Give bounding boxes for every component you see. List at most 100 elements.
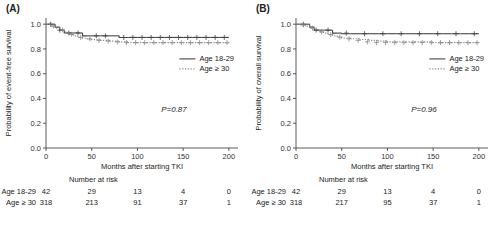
censor-mark [103,33,108,38]
plot-area [296,22,480,45]
censor-mark [472,31,477,36]
survival-step [110,35,119,36]
risk-count: 37 [179,198,187,207]
censor-mark [475,40,480,45]
legend-handle [429,68,445,69]
censor-mark [383,40,388,45]
x-tick [433,148,434,151]
censor-mark [204,35,209,40]
legend: Age 18-29Age ≥ 30 [429,54,484,73]
risk-count: 318 [290,198,303,207]
risk-table: Number at riskAge 18-2942291340Age ≥ 303… [251,175,481,207]
survival-step [101,39,110,41]
censor-mark [328,32,333,37]
survival-step [55,26,60,28]
censor-mark [380,31,385,36]
x-tick-label: 0 [294,152,298,161]
survival-step [314,28,319,30]
censor-mark [225,40,230,45]
censor-mark [60,28,65,33]
x-tick-label: 100 [381,152,394,161]
censor-mark [411,40,416,45]
y-tick [43,48,46,49]
x-tick-label: 150 [177,152,190,161]
survival-step [314,27,319,30]
y-tick [293,24,296,25]
risk-table: Number at riskAge 18-2942291340Age ≥ 303… [1,175,231,207]
survival-step [64,30,69,33]
survival-step [319,30,324,31]
censor-mark [222,35,227,40]
risk-count: 29 [338,187,346,196]
x-axis-line [46,148,238,149]
censor-mark [429,40,434,45]
x-tick-label: 200 [473,152,486,161]
x-tick [228,148,229,151]
censor-mark [326,28,331,33]
survival-step [369,33,378,34]
censor-mark [51,24,56,29]
censor-mark [161,40,166,45]
censor-mark [392,40,397,45]
panel: (A)0.00.20.40.60.81.0050100150200Months … [1,3,238,207]
x-tick [387,148,388,151]
censor-mark [121,35,126,40]
survival-step [73,34,78,35]
x-axis-label: Months after starting TKI [101,162,183,171]
risk-count: 318 [40,198,53,207]
x-tick [478,148,479,151]
survival-step [92,38,101,40]
series [46,22,229,40]
censor-mark [310,26,315,31]
survival-step [87,35,92,36]
censor-mark [140,35,145,40]
survival-step [424,33,433,34]
censor-mark [347,36,352,41]
risk-table-title: Number at risk [69,175,118,184]
plot-area [46,22,230,45]
risk-table-title: Number at risk [319,175,368,184]
survival-step [83,37,88,39]
censor-mark [94,33,99,38]
legend-label: Age ≥ 30 [449,64,479,73]
risk-count: 95 [383,198,391,207]
legend-label: Age 18-29 [199,54,234,63]
censor-mark [170,40,175,45]
censor-mark [130,35,135,40]
censor-mark [420,40,425,45]
risk-count: 1 [477,198,481,207]
risk-count: 4 [431,187,435,196]
y-tick-label: 0.8 [281,45,291,54]
y-tick [43,148,46,149]
survival-step [55,24,60,27]
risk-count: 13 [383,187,391,196]
censor-mark [97,38,102,43]
annotation: P=0.87 [161,105,187,114]
survival-step [406,33,415,34]
series [296,22,480,45]
censor-mark [215,40,220,45]
risk-count: 37 [429,198,437,207]
censor-mark [106,39,111,44]
censor-mark [401,40,406,45]
x-tick [183,148,184,151]
y-tick-label: 0.6 [281,69,291,78]
x-tick [137,148,138,151]
censor-mark [362,31,367,36]
censor-mark [197,40,202,45]
censor-mark [87,36,92,41]
x-tick-label: 50 [338,152,346,161]
survival-step [351,37,360,39]
x-tick [341,148,342,151]
x-tick-label: 100 [131,152,144,161]
risk-count: 91 [133,198,141,207]
x-tick-label: 50 [88,152,96,161]
legend: Age 18-29Age ≥ 30 [179,54,234,73]
censor-mark [365,39,370,44]
censor-mark [179,40,184,45]
survival-step [387,41,396,43]
censor-mark [149,35,154,40]
survival-step [342,37,351,39]
x-tick [91,148,92,151]
censor-mark [69,32,74,37]
